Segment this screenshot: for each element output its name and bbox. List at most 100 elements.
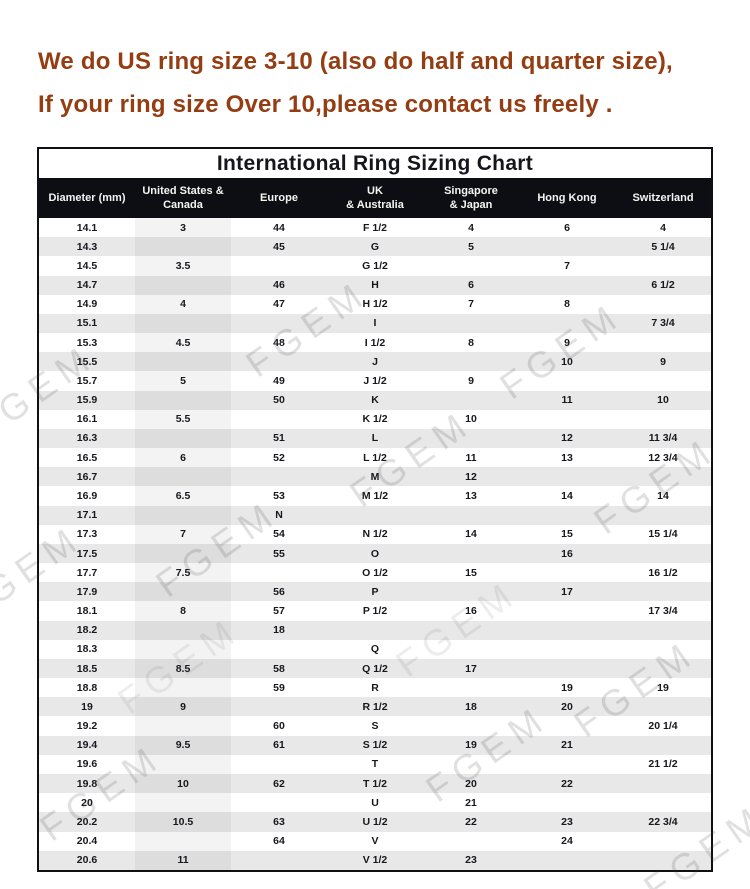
table-cell: 9: [135, 697, 231, 717]
table-cell: [519, 237, 615, 256]
table-cell: [519, 467, 615, 486]
table-cell: 17 3/4: [648, 605, 678, 618]
table-cell: [231, 352, 327, 371]
table-cell: 21: [561, 739, 573, 752]
table-cell: 59: [273, 681, 285, 694]
table-cell: [423, 582, 519, 601]
table-cell: 19: [81, 700, 93, 713]
table-cell: [135, 620, 231, 640]
table-cell: 6: [135, 448, 231, 468]
table-cell: [615, 467, 711, 486]
table-row: 18.5 8.5 58 Q 1/2 17: [39, 658, 711, 679]
table-cell: [135, 237, 231, 257]
table-cell: [423, 391, 519, 410]
table-cell: [423, 678, 519, 697]
table-cell: [135, 678, 231, 698]
table-cell: 19.6: [76, 758, 98, 771]
table-cell: 10: [465, 413, 477, 426]
table-cell: [135, 582, 231, 602]
table-cell: 18: [273, 624, 285, 637]
table-cell: 22 3/4: [648, 815, 678, 828]
table-cell: T: [371, 758, 379, 771]
table-cell: [135, 831, 231, 851]
table-cell: 8: [468, 336, 474, 349]
table-cell: [519, 601, 615, 620]
table-cell: 61: [273, 739, 285, 752]
table-cell: Q 1/2: [362, 662, 388, 675]
table-cell: R: [371, 681, 379, 694]
table-cell: 8: [564, 298, 570, 311]
table-cell: 19.8: [76, 777, 98, 790]
table-cell: 18.8: [76, 681, 98, 694]
table-cell: 46: [273, 279, 285, 292]
table-cell: 17.1: [76, 509, 98, 522]
table-cell: G: [370, 240, 380, 253]
table-cell: [135, 793, 231, 813]
table-cell: M: [370, 470, 380, 483]
table-cell: [135, 352, 231, 372]
table-cell: 51: [273, 432, 285, 445]
table-cell: [423, 256, 519, 275]
table-cell: L 1/2: [363, 451, 387, 464]
table-cell: [423, 314, 519, 333]
table-cell: [231, 697, 327, 716]
table-row: 20.4 64 V 24: [39, 831, 711, 851]
table-cell: H: [371, 279, 379, 292]
table-cell: [231, 314, 327, 333]
table-cell: 12: [465, 470, 477, 483]
table-cell: O: [370, 547, 380, 560]
table-cell: 11: [465, 451, 477, 464]
table-cell: 5: [468, 240, 474, 253]
table-cell: 19: [465, 739, 477, 752]
column-header-4: UK & Australia: [346, 184, 404, 211]
table-cell: S 1/2: [362, 739, 388, 752]
table-row: 18.8 59 R 19 19: [39, 678, 711, 698]
table-cell: 9.5: [135, 735, 231, 755]
table-cell: [519, 640, 615, 659]
table-cell: [615, 832, 711, 851]
table-cell: [519, 506, 615, 525]
table-cell: 63: [273, 815, 285, 828]
table-cell: 9: [468, 374, 474, 387]
table-cell: [135, 754, 231, 774]
table-cell: 10: [561, 355, 573, 368]
table-cell: 3: [135, 218, 231, 238]
table-cell: L: [371, 432, 379, 445]
table-cell: 14: [465, 528, 477, 541]
table-cell: U 1/2: [362, 815, 388, 828]
table-cell: [231, 467, 327, 486]
table-cell: [519, 314, 615, 333]
table-cell: [519, 276, 615, 295]
table-cell: 6.5: [135, 486, 231, 506]
table-row: 17.3 7 54 N 1/2 14 15 15 1/4: [39, 524, 711, 544]
table-cell: 49: [273, 374, 285, 387]
table-cell: 18.1: [76, 605, 98, 618]
table-cell: 7.5: [135, 563, 231, 583]
table-cell: 17: [465, 662, 477, 675]
table-cell: 16.5: [76, 451, 98, 464]
table-cell: 10.5: [135, 812, 231, 832]
table-cell: [519, 371, 615, 390]
table-cell: 7: [468, 298, 474, 311]
table-cell: [615, 793, 711, 812]
column-header-6: Hong Kong: [537, 191, 597, 204]
table-cell: [135, 275, 231, 295]
table-cell: 11 3/4: [648, 432, 678, 445]
table-cell: 45: [273, 240, 285, 253]
table-cell: 19: [561, 681, 573, 694]
table-row: 14.1 3 44 F 1/2 4 6 4: [39, 218, 711, 238]
table-cell: 10: [135, 773, 231, 794]
table-body: 14.1 3 44 F 1/2 4 6 4 14.3 45 G 5 5 1/4 14.5 3.5 G 1/2…: [39, 218, 711, 870]
table-cell: [519, 659, 615, 678]
table-cell: 15.7: [76, 374, 98, 387]
table-row: 15.7 5 49 J 1/2 9: [39, 371, 711, 391]
table-cell: 48: [273, 336, 285, 349]
promo-heading: We do US ring size 3-10 (also do half an…: [38, 40, 728, 126]
table-row: 19.2 60 S 20 1/4: [39, 716, 711, 736]
table-row: 18.1 8 57 P 1/2 16 17 3/4: [39, 601, 711, 621]
table-cell: 23: [465, 854, 477, 867]
table-cell: 20.6: [76, 854, 98, 867]
table-cell: S: [371, 720, 379, 733]
table-cell: [327, 621, 423, 640]
table-row: 14.5 3.5 G 1/2 7: [39, 256, 711, 276]
